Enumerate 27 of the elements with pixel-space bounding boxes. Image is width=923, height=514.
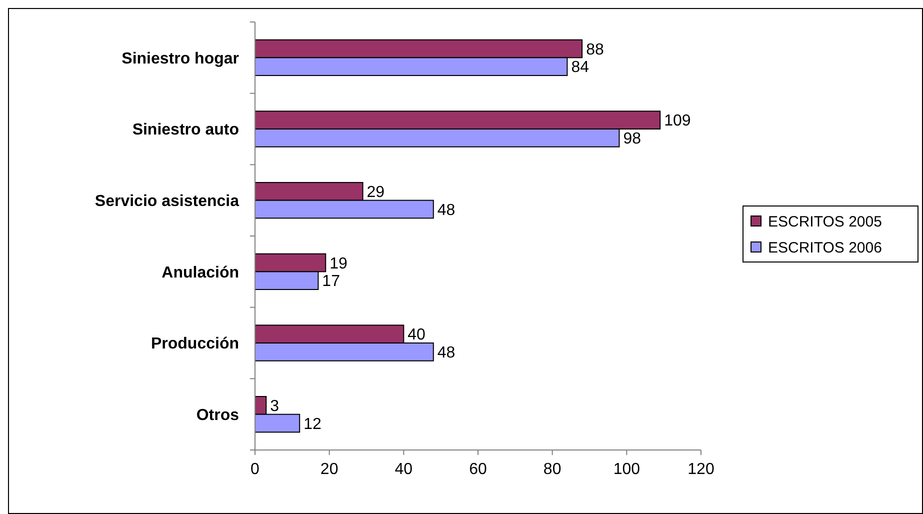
x-tick-label: 100 xyxy=(613,461,640,478)
data-label: 29 xyxy=(366,184,385,202)
x-tick-label: 80 xyxy=(543,461,562,478)
data-label: 19 xyxy=(330,255,348,272)
x-tick-label: 0 xyxy=(250,461,260,478)
y-tick-label: Siniestro hogar xyxy=(122,50,239,68)
data-label: 48 xyxy=(437,344,456,362)
y-tick-label: Anulación xyxy=(162,264,239,282)
data-label: 109 xyxy=(664,112,691,130)
x-tick-label: 20 xyxy=(320,461,338,478)
y-tick-label: Servicio asistencia xyxy=(94,192,240,210)
legend-label: ESCRITOS 2005 xyxy=(768,213,882,230)
x-tick-label: 60 xyxy=(469,461,487,478)
data-label: 48 xyxy=(437,202,456,219)
x-tick-label: 120 xyxy=(688,461,714,478)
data-label: 17 xyxy=(322,273,340,290)
x-tick-label: 40 xyxy=(394,461,413,478)
y-tick-label: Otros xyxy=(196,406,240,424)
data-label: 40 xyxy=(408,326,426,344)
data-label: 84 xyxy=(571,59,590,76)
legend-label: ESCRITOS 2006 xyxy=(768,239,882,256)
data-label: 98 xyxy=(623,130,642,148)
data-label: 12 xyxy=(304,416,322,433)
y-tick-label: Siniestro auto xyxy=(132,122,240,139)
y-tick-label: Producción xyxy=(150,336,239,353)
data-label: 88 xyxy=(586,41,604,58)
data-label: 3 xyxy=(270,398,280,416)
